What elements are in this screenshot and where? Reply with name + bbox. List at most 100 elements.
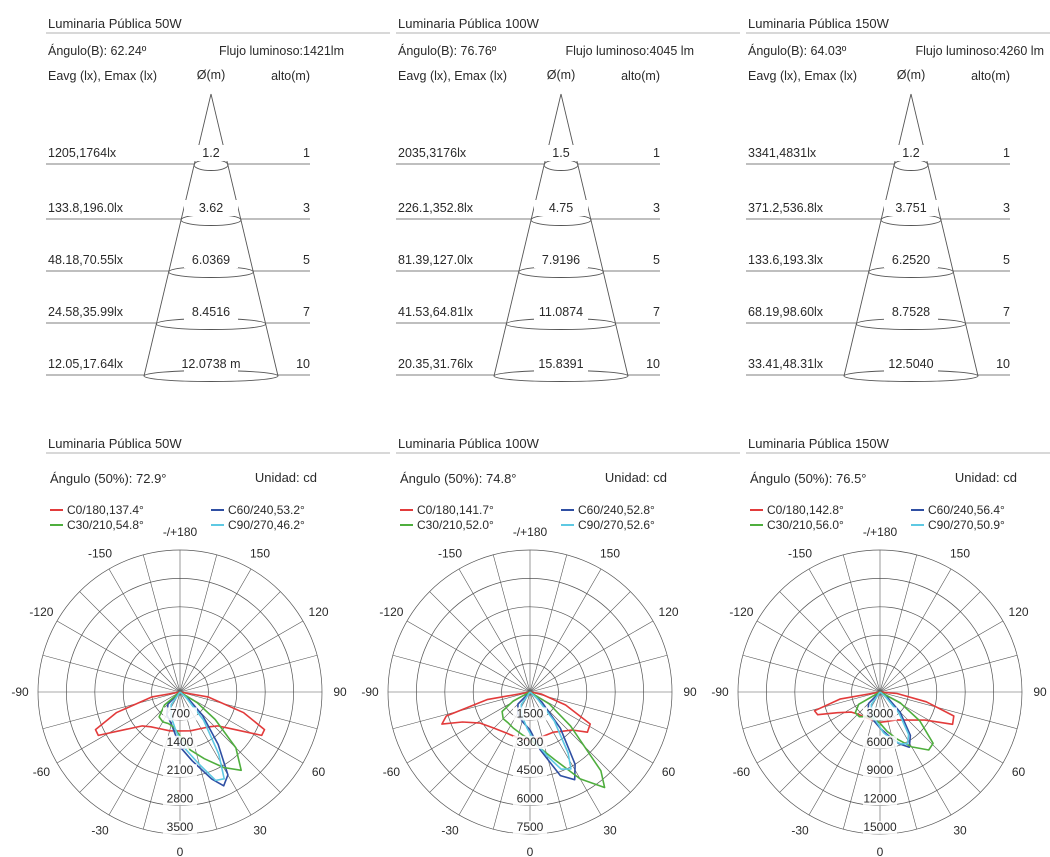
cone-edge-left bbox=[843, 93, 912, 377]
angle-label: 30 bbox=[253, 824, 267, 838]
half-angle: Ángulo (50%): 72.9° bbox=[50, 471, 167, 486]
header-diameter: Ø(m) bbox=[897, 68, 925, 82]
radial-tick-label: 7500 bbox=[517, 820, 544, 834]
grid-spoke bbox=[179, 654, 318, 693]
diameter-value: 7.9196 bbox=[542, 253, 580, 267]
radial-tick-bg bbox=[163, 792, 197, 806]
polar-panel-3: Luminaria Pública 150W Ángulo (50%): 76.5… bbox=[711, 436, 1050, 857]
grid-spoke bbox=[79, 591, 181, 693]
cone-panel-3: Luminaria Pública 150W Ángulo(B): 64.03º F… bbox=[746, 16, 1050, 382]
height-value: 5 bbox=[1003, 253, 1010, 267]
illuminance-value: 33.41,48.31lx bbox=[748, 357, 824, 371]
cone-section bbox=[168, 266, 254, 278]
header-illuminance: Eavg (lx), Emax (lx) bbox=[748, 69, 857, 83]
radial-tick-bg bbox=[513, 792, 547, 806]
grid-spoke bbox=[392, 654, 531, 693]
diameter-value: 8.4516 bbox=[192, 305, 230, 319]
cone-section bbox=[868, 266, 954, 278]
height-value: 1 bbox=[1003, 146, 1010, 160]
polar-title: Luminaria Pública 150W bbox=[748, 436, 890, 451]
grid-spoke bbox=[529, 691, 654, 764]
half-angle: Ángulo (50%): 74.8° bbox=[400, 471, 517, 486]
grid-spoke bbox=[429, 591, 531, 693]
cone-edge-right bbox=[560, 93, 629, 377]
grid-spoke bbox=[742, 691, 881, 730]
header-illuminance: Eavg (lx), Emax (lx) bbox=[398, 69, 507, 83]
illuminance-value: 133.6,193.3lx bbox=[748, 253, 824, 267]
cone-title: Luminaria Pública 100W bbox=[398, 16, 540, 31]
diameter-label-bg bbox=[884, 252, 938, 268]
legend-label: C0/180,141.7° bbox=[417, 503, 494, 517]
cone-section bbox=[880, 214, 942, 226]
diameter-label-bg bbox=[184, 356, 238, 372]
height-value: 3 bbox=[303, 201, 310, 215]
cone-section bbox=[518, 266, 604, 278]
cone-section bbox=[530, 214, 592, 226]
half-angle: Ángulo (50%): 76.5° bbox=[750, 471, 867, 486]
height-value: 7 bbox=[653, 305, 660, 319]
header-diameter: Ø(m) bbox=[197, 68, 225, 82]
angle-label: 120 bbox=[309, 605, 329, 619]
radial-tick-label: 700 bbox=[170, 706, 190, 720]
angle-label: -90 bbox=[361, 685, 379, 699]
angle-label: 150 bbox=[950, 546, 970, 560]
angle-label: -30 bbox=[91, 824, 109, 838]
illuminance-value: 371.2,536.8lx bbox=[748, 201, 824, 215]
illuminance-value: 48.18,70.55lx bbox=[48, 253, 124, 267]
grid-spoke bbox=[879, 654, 1018, 693]
unit-label: Unidad: cd bbox=[255, 470, 317, 485]
grid-spoke bbox=[529, 591, 631, 693]
diameter-label-bg bbox=[884, 145, 938, 161]
radial-tick-label: 2800 bbox=[167, 792, 194, 806]
grid-spoke bbox=[879, 568, 952, 693]
series-curve-3 bbox=[158, 691, 242, 772]
grid-spoke bbox=[842, 554, 881, 693]
angle-label: 90 bbox=[333, 685, 347, 699]
radial-tick-label: 15000 bbox=[863, 820, 897, 834]
grid-spoke bbox=[529, 568, 602, 693]
angle-label: 60 bbox=[312, 765, 326, 779]
cone-section bbox=[543, 159, 579, 171]
diameter-label-bg bbox=[184, 200, 238, 216]
diameter-label-bg bbox=[884, 356, 938, 372]
illuminance-value: 41.53,64.81lx bbox=[398, 305, 474, 319]
grid-spoke bbox=[879, 620, 1004, 693]
grid-spoke bbox=[879, 591, 981, 693]
radial-tick-bg bbox=[163, 735, 197, 749]
diameter-label-bg bbox=[534, 304, 588, 320]
angle-label: 150 bbox=[600, 546, 620, 560]
header-diameter: Ø(m) bbox=[547, 68, 575, 82]
luminous-flux: Flujo luminoso:4045 lm bbox=[565, 44, 694, 58]
angle-label: 120 bbox=[659, 605, 679, 619]
legend-label: C60/240,56.4° bbox=[928, 503, 1005, 517]
diameter-label-bg bbox=[184, 252, 238, 268]
grid-spoke bbox=[56, 620, 181, 693]
cone-edge-left bbox=[143, 93, 212, 377]
grid-spoke bbox=[529, 620, 654, 693]
height-value: 5 bbox=[303, 253, 310, 267]
grid-spoke bbox=[529, 554, 568, 693]
angle-label: 60 bbox=[662, 765, 676, 779]
diameter-label-bg bbox=[884, 304, 938, 320]
polar-title: Luminaria Pública 50W bbox=[48, 436, 182, 451]
radial-tick-label: 1500 bbox=[517, 706, 544, 720]
angle-label: -/+180 bbox=[513, 525, 548, 539]
grid-spoke bbox=[756, 620, 881, 693]
legend-label: C60/240,53.2° bbox=[228, 503, 305, 517]
beam-angle: Ángulo(B): 62.24º bbox=[48, 43, 147, 58]
series-curve-3 bbox=[854, 691, 934, 751]
grid-spoke bbox=[779, 591, 881, 693]
diameter-value: 4.75 bbox=[549, 201, 573, 215]
radial-tick-bg bbox=[513, 707, 547, 721]
diameter-label-bg bbox=[184, 304, 238, 320]
legend-label: C60/240,52.8° bbox=[578, 503, 655, 517]
header-height: alto(m) bbox=[971, 69, 1010, 83]
angle-label: 30 bbox=[953, 824, 967, 838]
angle-label: -60 bbox=[33, 765, 51, 779]
angle-label: -90 bbox=[711, 685, 729, 699]
diameter-label-bg bbox=[534, 356, 588, 372]
cone-panel-2: Luminaria Pública 100W Ángulo(B): 76.76º F… bbox=[396, 16, 740, 382]
legend-label: C90/270,46.2° bbox=[228, 518, 305, 532]
cone-section bbox=[180, 214, 242, 226]
